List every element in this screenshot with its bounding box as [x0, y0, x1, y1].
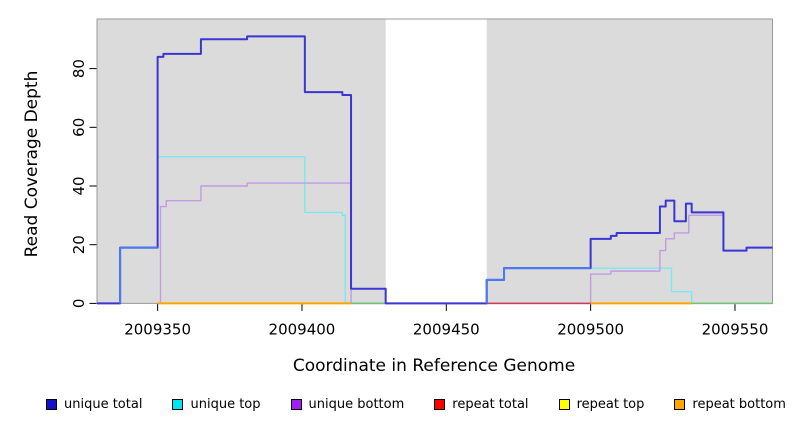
- legend-item: repeat total: [434, 397, 529, 412]
- legend-color-swatch: [558, 399, 570, 410]
- legend-item-label: repeat total: [452, 397, 529, 412]
- legend-item-label: unique total: [64, 397, 143, 412]
- legend-color-swatch: [674, 399, 686, 410]
- legend-color-swatch: [434, 399, 446, 410]
- plot-area: 2009350 2009400 2009450 2009500 2009550 0 20 40…: [70, 18, 773, 338]
- legend-item-label: unique bottom: [308, 397, 405, 412]
- svg-text:2009550: 2009550: [702, 320, 769, 338]
- svg-text:0: 0: [70, 299, 88, 309]
- legend-item-label: repeat bottom: [692, 397, 786, 412]
- svg-text:20: 20: [70, 235, 88, 254]
- x-axis-title: Coordinate in Reference Genome: [292, 356, 576, 376]
- legend-color-swatch: [172, 399, 184, 410]
- svg-text:2009450: 2009450: [413, 320, 480, 338]
- legend-item: unique total: [46, 397, 142, 412]
- y-axis-title: Read Coverage Depth: [22, 70, 42, 258]
- legend-color-swatch: [290, 399, 302, 410]
- svg-text:2009400: 2009400: [269, 320, 336, 338]
- svg-text:40: 40: [70, 176, 88, 195]
- legend: unique total unique top unique bottom re…: [46, 397, 786, 412]
- svg-text:2009350: 2009350: [124, 320, 191, 338]
- legend-item-label: unique top: [190, 397, 261, 412]
- svg-text:2009500: 2009500: [557, 320, 624, 338]
- legend-item: repeat top: [558, 397, 645, 412]
- legend-item: unique top: [172, 397, 261, 412]
- legend-color-swatch: [46, 399, 57, 410]
- legend-item: repeat bottom: [674, 397, 786, 412]
- legend-item-label: repeat top: [576, 397, 645, 412]
- svg-text:60: 60: [70, 118, 88, 137]
- legend-item: unique bottom: [290, 397, 405, 412]
- svg-text:80: 80: [70, 59, 88, 78]
